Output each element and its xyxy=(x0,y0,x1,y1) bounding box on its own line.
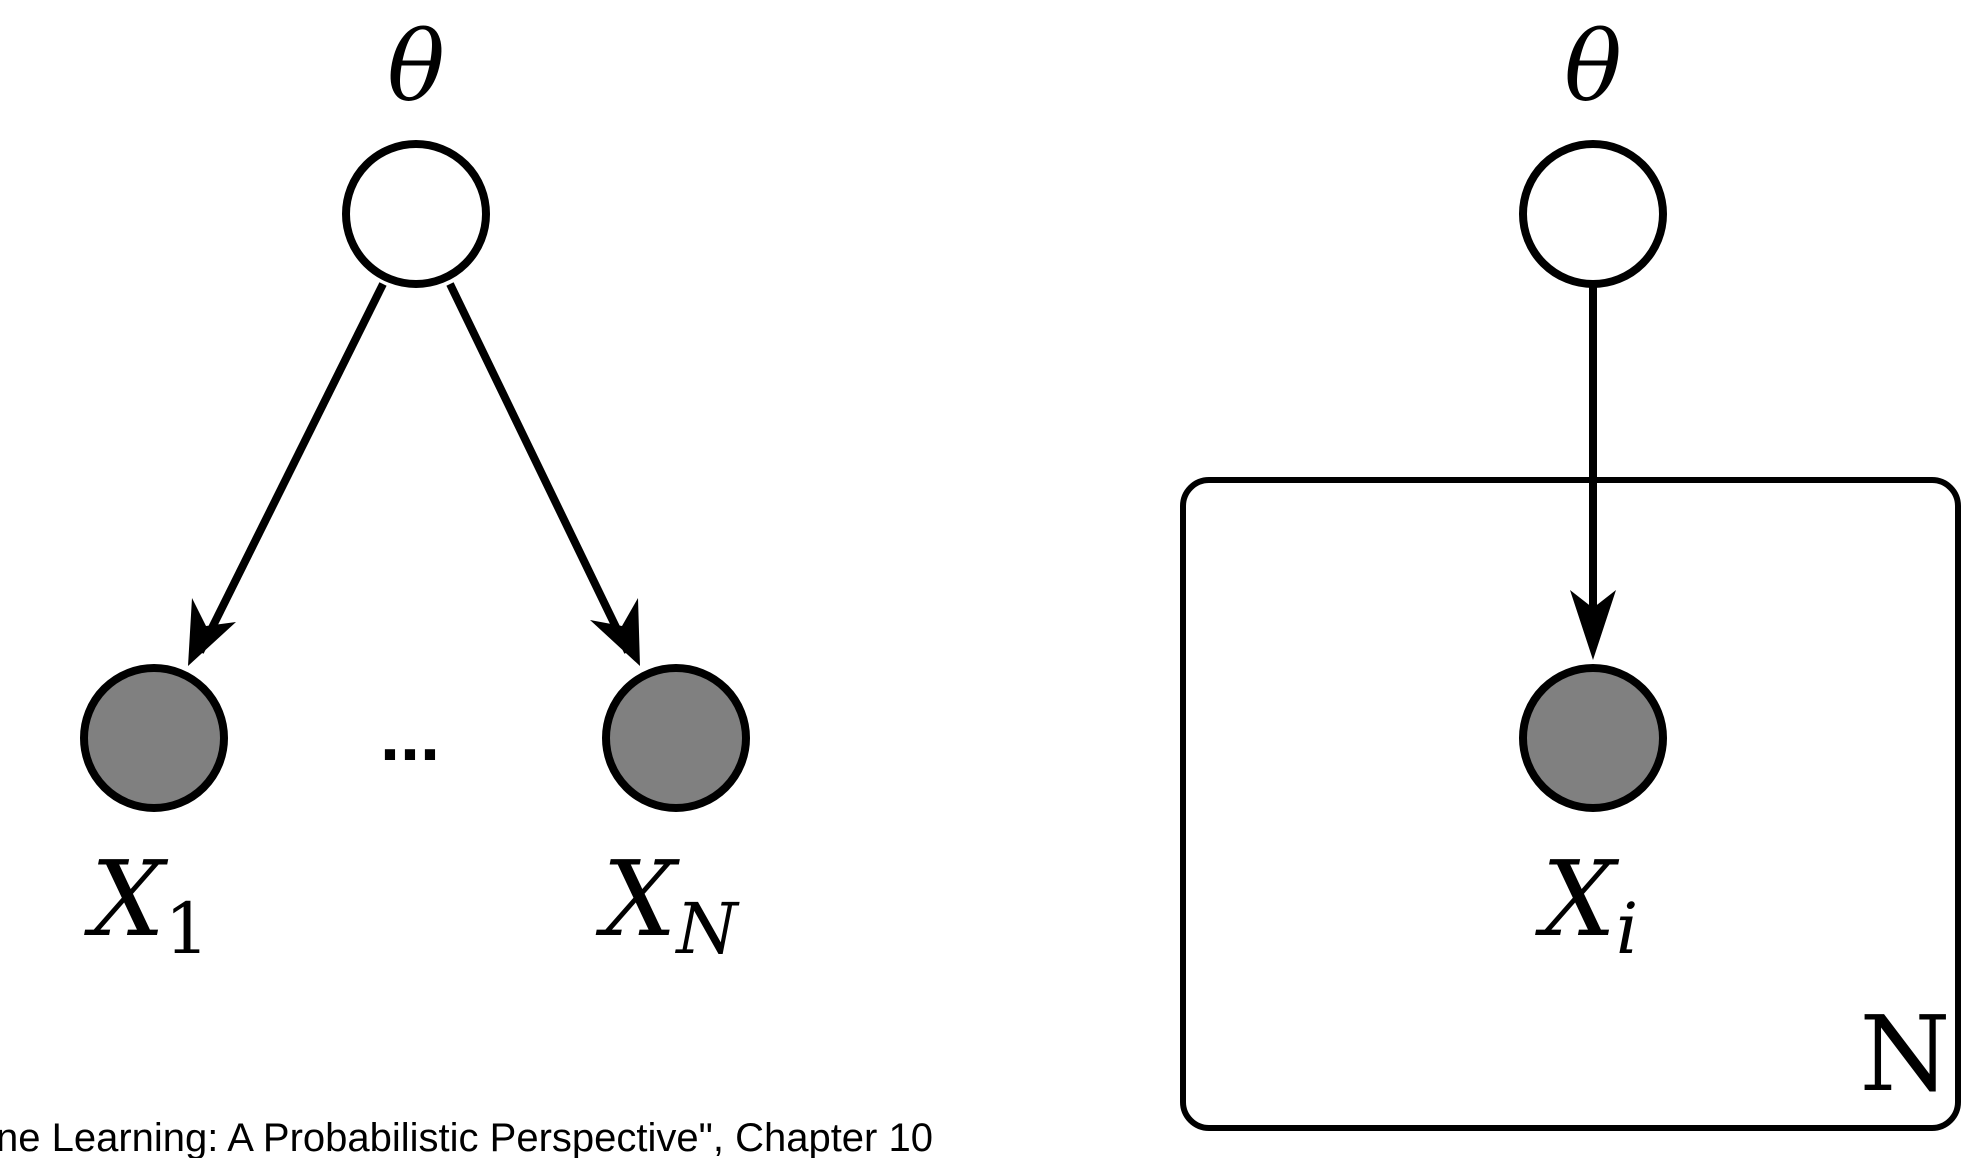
ellipsis: ... xyxy=(380,696,440,776)
xn-label: XN xyxy=(595,838,740,970)
x1-label: X1 xyxy=(84,838,210,970)
observed-node-xn xyxy=(602,664,750,812)
unrolled-edge-to-x1 xyxy=(188,282,387,666)
unrolled-edge-to-xn xyxy=(446,282,640,666)
unrolled-model: θ ... X1 XN xyxy=(80,11,750,970)
plate-box xyxy=(1180,477,1961,1131)
plate-theta-node xyxy=(1519,140,1667,288)
observed-node-xi xyxy=(1519,664,1667,812)
unrolled-theta-node xyxy=(342,140,490,288)
plate-count-label: N xyxy=(1860,993,1951,1115)
unrolled-theta-label: θ xyxy=(387,11,445,123)
xi-label: Xi xyxy=(1535,838,1638,970)
source-caption: ne Learning: A Probabilistic Perspective… xyxy=(0,1116,933,1158)
plate-model: θ Xi N xyxy=(1180,11,1961,1131)
plate-theta-label: θ xyxy=(1564,11,1622,123)
observed-node-x1 xyxy=(80,664,228,812)
plate-edge-to-xi xyxy=(1570,284,1616,660)
